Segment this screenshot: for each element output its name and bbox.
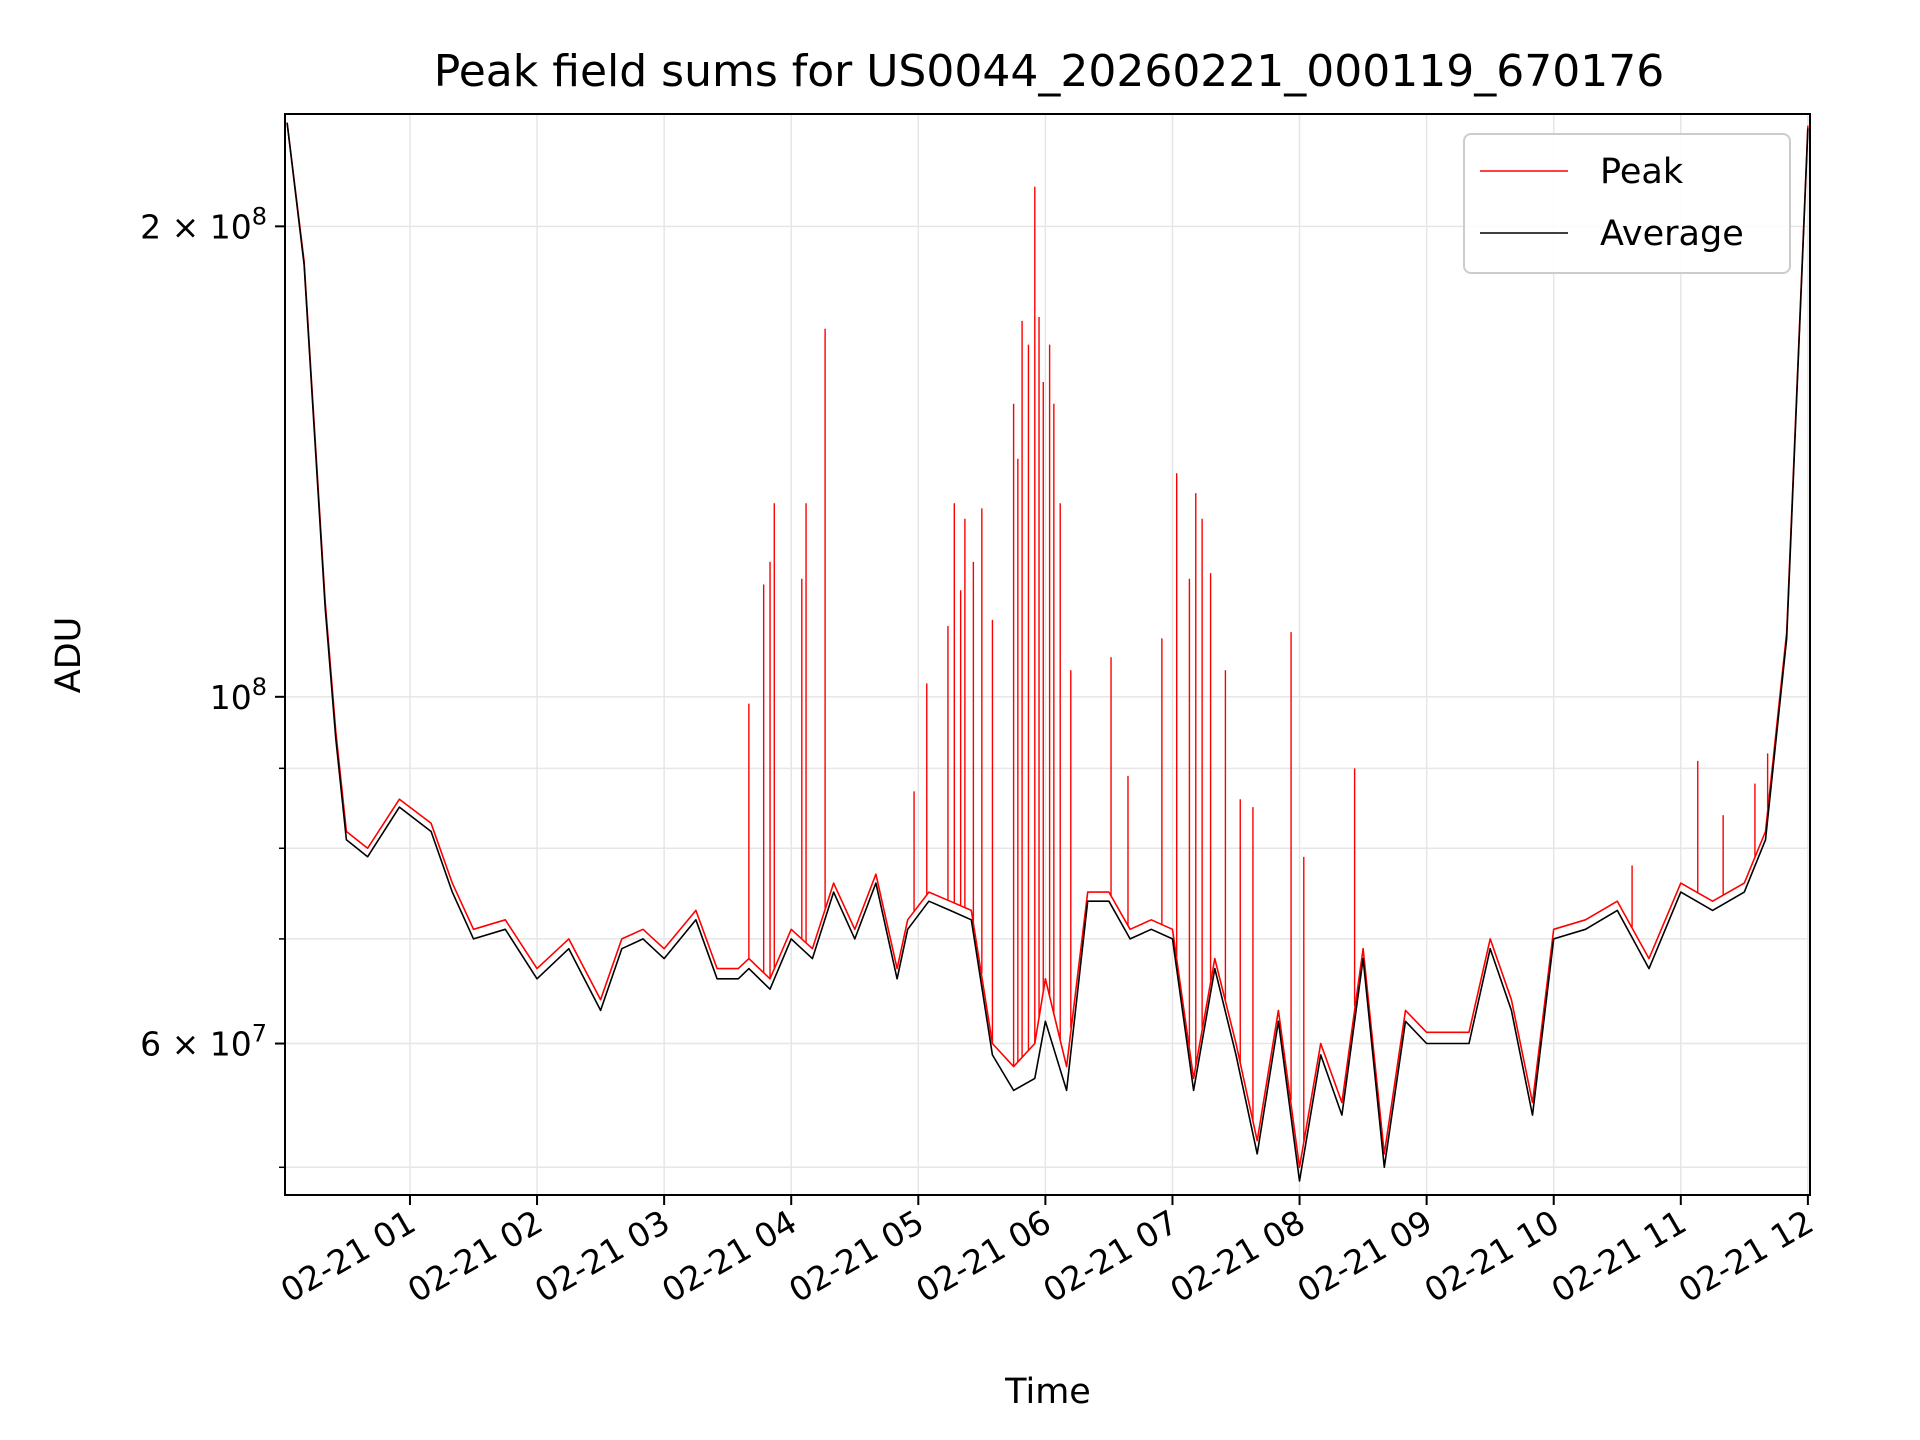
x-tick-label: 02-21 04 xyxy=(655,1202,803,1310)
x-tick-label: 02-21 07 xyxy=(1036,1202,1184,1310)
series-line-peak xyxy=(286,122,1809,1169)
plot-data xyxy=(286,122,1809,1182)
x-tick-label: 02-21 08 xyxy=(1164,1202,1312,1310)
legend-label-average: Average xyxy=(1600,214,1744,254)
y-axis-label: ADU xyxy=(49,617,89,694)
plot-area-frame xyxy=(284,113,1811,1196)
x-tick-label: 02-21 03 xyxy=(528,1202,676,1310)
x-tick-label: 02-21 01 xyxy=(274,1202,422,1310)
chart-title: Peak field sums for US0044_20260221_0001… xyxy=(434,46,1664,97)
legend: Peak Average xyxy=(1463,133,1791,274)
legend-label-peak: Peak xyxy=(1600,152,1684,192)
grid-lines xyxy=(285,114,1810,1195)
legend-box xyxy=(1463,133,1791,274)
x-tick-label: 02-21 10 xyxy=(1418,1202,1566,1310)
x-tick-label: 02-21 11 xyxy=(1545,1202,1693,1310)
y-tick-label: 2 × 108 xyxy=(140,202,267,246)
x-axis-label: Time xyxy=(1004,1372,1091,1412)
x-tick-label: 02-21 02 xyxy=(401,1202,549,1310)
x-tick-label: 02-21 06 xyxy=(909,1202,1057,1310)
x-tick-label: 02-21 05 xyxy=(782,1202,930,1310)
x-tick-label: 02-21 09 xyxy=(1291,1202,1439,1310)
series-line-average xyxy=(286,122,1809,1182)
y-tick-label: 108 xyxy=(210,673,267,717)
x-tick-label: 02-21 12 xyxy=(1672,1202,1820,1310)
y-tick-label: 6 × 107 xyxy=(140,1020,267,1064)
